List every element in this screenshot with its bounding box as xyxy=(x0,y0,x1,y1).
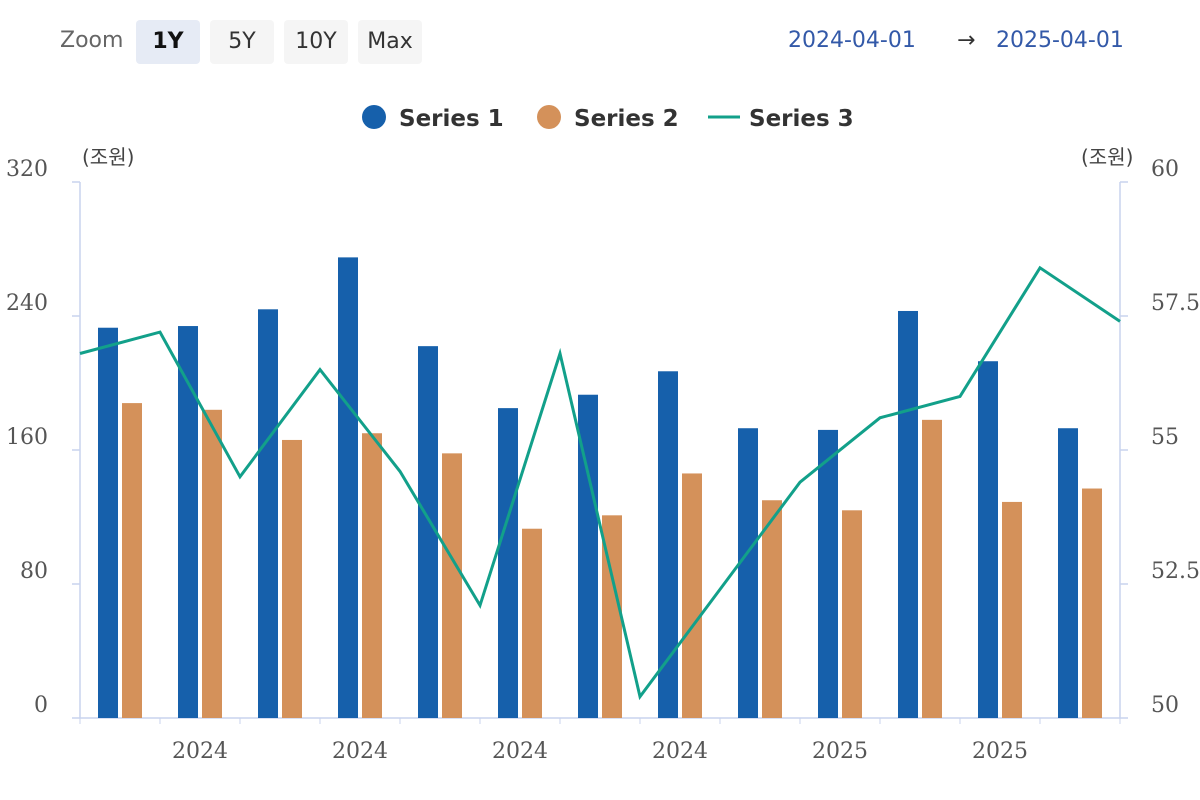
toolbar: Zoom 1Y 5Y 10Y Max 2024-04-01 → 2025-04-… xyxy=(0,0,1200,86)
right-tick-label: 55 xyxy=(1151,425,1179,450)
range-end-date[interactable]: 2025-04-01 xyxy=(996,28,1124,53)
zoom-label: Zoom xyxy=(60,28,124,53)
x-tick-label: 2024 xyxy=(172,739,228,764)
legend-series2-label[interactable]: Series 2 xyxy=(574,106,679,132)
series2-bar xyxy=(682,473,702,718)
left-tick-label: 320 xyxy=(6,157,48,182)
series1-bar xyxy=(98,327,118,718)
right-tick-label: 50 xyxy=(1151,693,1179,718)
series3-line xyxy=(79,265,1121,701)
series2-bar xyxy=(602,515,622,718)
series2-bar xyxy=(1082,488,1102,718)
series2-bar xyxy=(122,403,142,718)
zoom-max-button[interactable]: Max xyxy=(358,20,422,64)
zoom-1y-button[interactable]: 1Y xyxy=(136,20,200,64)
series1-bar xyxy=(658,371,678,718)
series2-bar xyxy=(762,500,782,718)
left-tick-label: 240 xyxy=(6,291,48,316)
series1-bar xyxy=(738,428,758,718)
left-axis-ticks: 0 80 160 240 320 xyxy=(6,157,80,719)
series1-bar xyxy=(578,394,598,718)
right-tick-label: 60 xyxy=(1151,157,1179,182)
legend-series1-label[interactable]: Series 1 xyxy=(399,106,504,132)
axes xyxy=(79,182,1121,719)
range-arrow-icon: → xyxy=(957,28,976,53)
right-tick-label: 52.5 xyxy=(1151,559,1200,584)
series1-bar xyxy=(178,326,198,718)
left-tick-label: 0 xyxy=(34,693,48,718)
series1-bar xyxy=(898,310,918,718)
x-axis-ticks: 2024 2024 2024 2024 2025 2025 xyxy=(79,718,1121,764)
series2-bar xyxy=(442,453,462,718)
series1-bar xyxy=(498,408,518,718)
series2-bar xyxy=(282,439,302,718)
series2-bar xyxy=(522,528,542,718)
legend-series1-swatch xyxy=(362,105,386,129)
legend: Series 1 Series 2 Series 3 xyxy=(362,105,854,132)
x-tick-label: 2025 xyxy=(972,739,1028,764)
series1-bar xyxy=(418,346,438,718)
series1-bar xyxy=(818,429,838,718)
left-tick-label: 80 xyxy=(20,559,48,584)
x-tick-label: 2024 xyxy=(332,739,388,764)
series3-line-layer xyxy=(79,265,1121,701)
x-tick-label: 2024 xyxy=(492,739,548,764)
right-tick-label: 57.5 xyxy=(1151,291,1200,316)
series2-bar xyxy=(202,409,222,718)
legend-series2-swatch xyxy=(537,105,561,129)
right-axis-ticks: 50 52.5 55 57.5 60 xyxy=(1120,157,1200,719)
series1-bar xyxy=(978,361,998,718)
series1-bar xyxy=(258,309,278,718)
x-tick-label: 2025 xyxy=(812,739,868,764)
series2-bar xyxy=(922,419,942,718)
left-tick-label: 160 xyxy=(6,425,48,450)
series2-bar xyxy=(362,433,382,718)
series1-bar xyxy=(338,257,358,718)
zoom-5y-button[interactable]: 5Y xyxy=(210,20,274,64)
series2-bar xyxy=(1002,501,1022,718)
bars xyxy=(98,257,1102,718)
series1-bar xyxy=(1058,428,1078,718)
zoom-10y-button[interactable]: 10Y xyxy=(284,20,348,64)
x-tick-label: 2024 xyxy=(652,739,708,764)
right-axis-unit: (조원) xyxy=(1081,145,1133,169)
range-start-date[interactable]: 2024-04-01 xyxy=(788,28,916,53)
left-axis-unit: (조원) xyxy=(82,145,134,169)
series2-bar xyxy=(842,510,862,718)
legend-series3-label[interactable]: Series 3 xyxy=(749,106,854,132)
